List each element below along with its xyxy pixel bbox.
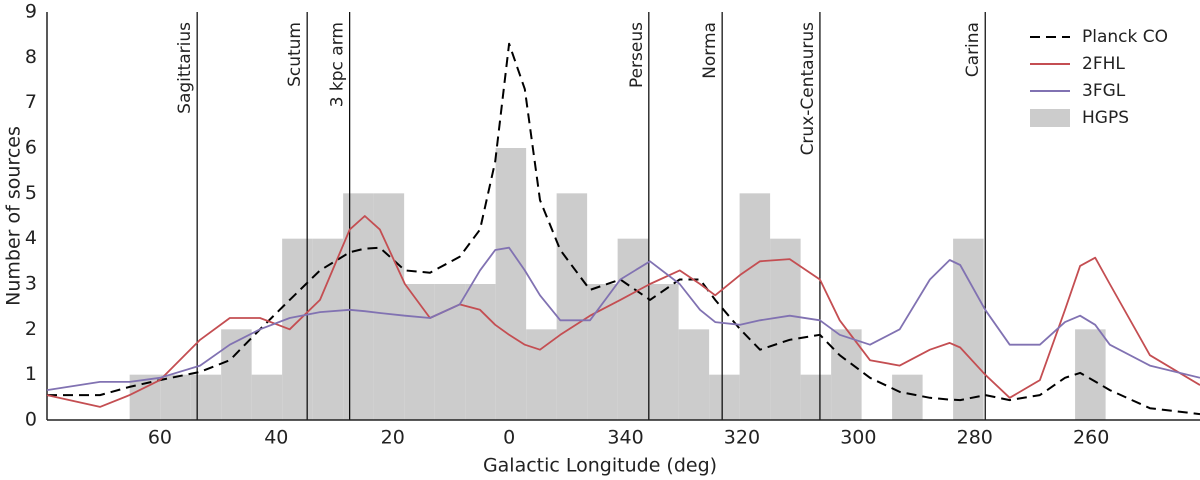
x-tick-label: 320 [724,427,760,449]
histogram-bar [587,284,618,420]
y-tick-label: 8 [25,46,37,68]
x-tick-label: 60 [148,427,172,449]
y-axis-label: Number of sources [3,126,25,306]
histogram-bar [495,148,527,420]
y-tick-label: 3 [25,273,37,295]
legend-swatch [1030,109,1070,127]
histogram-bar [434,284,466,420]
histogram-bar [251,374,283,420]
x-tick-label: 280 [957,427,993,449]
arm-label: Scutum [285,22,305,87]
arm-label: Norma [700,22,720,79]
histogram-bar [556,193,588,420]
series-line [47,42,1200,416]
y-tick-label: 4 [25,227,37,249]
x-tick-label: 0 [503,427,515,449]
histogram-bar [190,374,222,420]
legend-label: Planck CO [1082,27,1168,47]
y-tick-label: 6 [25,137,37,159]
histogram-bar [526,329,557,420]
legend-label: 3FGL [1082,81,1126,101]
histogram-bar [709,374,740,420]
series-line [46,246,1200,391]
x-tick-label: 20 [381,427,405,449]
y-tick-label: 1 [25,363,37,385]
histogram-bar [617,238,649,420]
histogram-bar [465,284,496,420]
histogram-bar [800,374,832,420]
arm-label: 3 kpc arm [328,22,348,107]
arm-label: Carina [963,22,983,77]
histogram-bar [160,374,191,420]
histogram-bar [739,193,771,420]
histogram-bar [648,284,679,420]
histogram-bar [953,238,984,420]
arm-label: Crux-Centaurus [798,22,818,156]
x-tick-label: 260 [1073,427,1109,449]
histogram-bar [373,193,405,420]
histogram-bar [678,329,710,420]
y-tick-label: 5 [25,182,37,204]
histogram-bar [1075,329,1106,420]
x-axis-label: Galactic Longitude (deg) [483,455,717,477]
histogram-bar [892,374,923,420]
x-tick-label: 40 [264,427,288,449]
arm-label: Sagittarius [175,22,195,114]
histogram-bar [831,329,862,420]
histogram-bar [282,238,313,420]
legend-label: 2FHL [1082,54,1125,74]
histogram-bar [343,193,374,420]
x-tick-label: 340 [607,427,643,449]
legend-label: HGPS [1082,108,1129,128]
y-tick-label: 9 [25,1,37,23]
arm-label: Perseus [627,22,647,88]
y-tick-label: 7 [25,91,37,113]
y-tick-label: 0 [25,409,37,431]
histogram-bar [312,238,344,420]
histogram-bar [404,284,435,420]
histogram-bar [770,238,801,420]
y-tick-label: 2 [25,318,37,340]
x-tick-label: 300 [840,427,876,449]
